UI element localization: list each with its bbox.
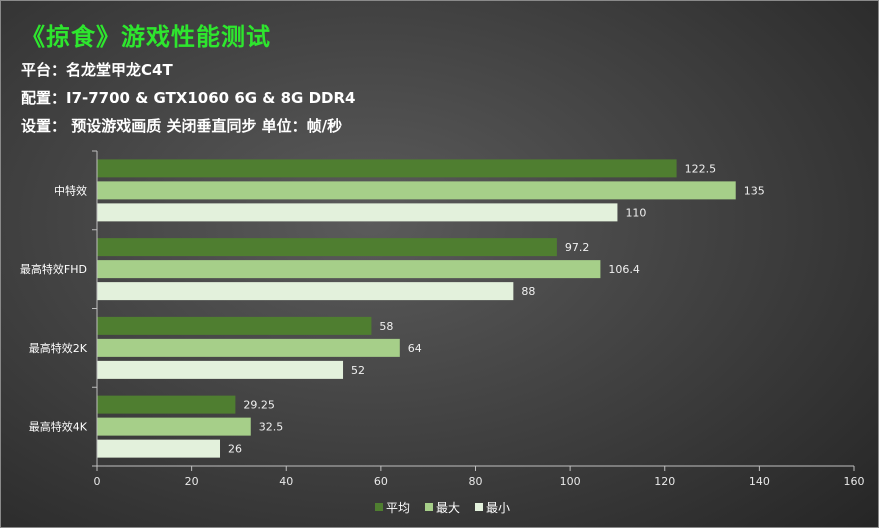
bar: [97, 238, 557, 257]
x-tick-label: 160: [844, 475, 865, 488]
legend-label: 最小: [486, 501, 510, 515]
category-label: 中特效: [54, 183, 87, 197]
legend: 平均 最大 最小: [375, 501, 510, 515]
data-label: 29.25: [243, 399, 275, 412]
bars-layer: [97, 159, 736, 458]
x-tick-label: 0: [94, 475, 101, 488]
bar: [97, 395, 236, 414]
bar: [97, 181, 736, 200]
category-label: 最高特效4K: [29, 420, 88, 434]
chart-title: 《掠食》游戏性能测试: [21, 23, 271, 51]
data-label: 110: [625, 206, 646, 219]
data-label: 106.4: [608, 263, 640, 276]
settings-line: 设置： 预设游戏画质 关闭垂直同步 单位：帧/秒: [21, 117, 343, 135]
data-label: 26: [228, 443, 242, 456]
x-tick-label: 40: [279, 475, 293, 488]
bar: [97, 338, 400, 357]
x-tick-label: 60: [374, 475, 388, 488]
labels-layer: 122.5 135 110 97.2 106.4 88 58 64 52 29.25 32.5 26: [228, 162, 765, 455]
bar: [97, 439, 221, 458]
platform-line: 平台：名龙堂甲龙C4T: [21, 61, 173, 79]
data-label: 135: [744, 184, 765, 197]
legend-swatch: [475, 503, 483, 511]
data-label: 32.5: [259, 421, 284, 434]
bar: [97, 417, 251, 436]
x-tick-label: 20: [185, 475, 199, 488]
data-label: 122.5: [685, 162, 717, 175]
category-label: 最高特效2K: [29, 341, 88, 355]
bar: [97, 159, 677, 178]
bar: [97, 203, 618, 222]
data-label: 58: [379, 320, 393, 333]
bar: [97, 282, 514, 301]
x-tick-label: 140: [749, 475, 770, 488]
data-label: 88: [521, 285, 535, 298]
data-label: 97.2: [565, 241, 590, 254]
legend-swatch: [425, 503, 433, 511]
x-tick-label: 80: [469, 475, 483, 488]
bar: [97, 316, 372, 335]
bar: [97, 260, 601, 279]
data-label: 64: [408, 342, 422, 355]
category-label: 最高特效FHD: [20, 262, 87, 276]
data-label: 52: [351, 364, 365, 377]
legend-label: 最大: [436, 501, 460, 515]
legend-label: 平均: [386, 501, 410, 515]
x-tick-label: 120: [654, 475, 675, 488]
legend-swatch: [375, 503, 383, 511]
x-tick-label: 100: [560, 475, 581, 488]
bar: [97, 360, 344, 379]
config-line: 配置：I7-7700 & GTX1060 6G & 8G DDR4: [21, 89, 356, 107]
